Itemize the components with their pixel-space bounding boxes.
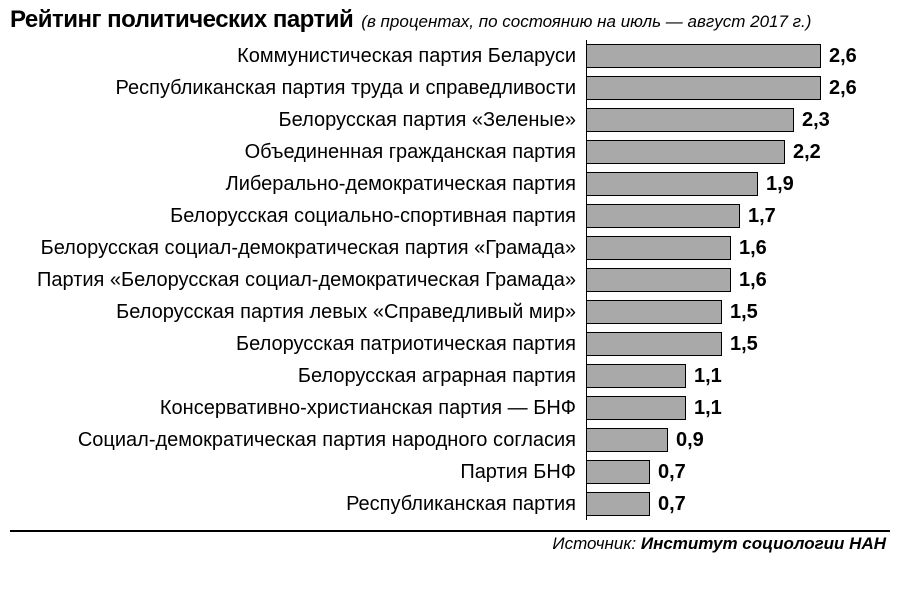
bar-value: 0,7 — [658, 461, 686, 484]
bar-label: Консервативно-христианская партия — БНФ — [10, 397, 586, 420]
bar-value: 0,9 — [676, 429, 704, 452]
bar-lane: 2,6 — [586, 72, 886, 104]
bar-label: Социал-демократическая партия народного … — [10, 429, 586, 452]
bar-lane: 0,7 — [586, 488, 886, 520]
bar-value: 1,5 — [730, 333, 758, 356]
bar — [587, 364, 686, 388]
bar-value: 2,3 — [802, 109, 830, 132]
bar-lane: 1,7 — [586, 200, 886, 232]
chart-row: Объединенная гражданская партия 2,2 — [10, 136, 890, 168]
chart-header: Рейтинг политических партий (в процентах… — [10, 6, 890, 34]
chart-row: Республиканская партия 0,7 — [10, 488, 890, 520]
bar-value: 1,6 — [739, 237, 767, 260]
chart-row: Консервативно-христианская партия — БНФ 1… — [10, 392, 890, 424]
bar-value: 2,6 — [829, 77, 857, 100]
bar-lane: 1,1 — [586, 392, 886, 424]
bar-lane: 1,6 — [586, 264, 886, 296]
bar-lane: 0,7 — [586, 456, 886, 488]
bar-label: Коммунистическая партия Беларуси — [10, 45, 586, 68]
bar-value: 2,6 — [829, 45, 857, 68]
bar-chart: Коммунистическая партия Беларуси 2,6 Респу… — [10, 40, 890, 520]
bar-label: Партия «Белорусская социал-демократическ… — [10, 269, 586, 292]
bar-value: 1,6 — [739, 269, 767, 292]
bar-label: Белорусская социал-демократическая парти… — [10, 237, 586, 260]
bar-label: Белорусская партия левых «Справедливый м… — [10, 301, 586, 324]
bar-label: Белорусская аграрная партия — [10, 365, 586, 388]
bar — [587, 172, 758, 196]
bar — [587, 76, 821, 100]
bar — [587, 268, 731, 292]
chart-row: Либерально-демократическая партия 1,9 — [10, 168, 890, 200]
bar-lane: 1,6 — [586, 232, 886, 264]
bar-label: Белорусская социально-спортивная партия — [10, 205, 586, 228]
chart-row: Белорусская социал-демократическая парти… — [10, 232, 890, 264]
chart-row: Белорусская партия «Зеленые» 2,3 — [10, 104, 890, 136]
bar-label: Республиканская партия — [10, 493, 586, 516]
chart-title: Рейтинг политических партий — [10, 6, 353, 34]
bar-value: 1,7 — [748, 205, 776, 228]
bar-label: Белорусская патриотическая партия — [10, 333, 586, 356]
chart-row: Социал-демократическая партия народного … — [10, 424, 890, 456]
bar-label: Либерально-демократическая партия — [10, 173, 586, 196]
chart-subtitle: (в процентах, по состоянию на июль — авг… — [361, 12, 811, 32]
bar-label: Белорусская партия «Зеленые» — [10, 109, 586, 132]
chart-row: Коммунистическая партия Беларуси 2,6 — [10, 40, 890, 72]
bar-lane: 2,2 — [586, 136, 886, 168]
bar — [587, 300, 722, 324]
bar — [587, 460, 650, 484]
bar-lane: 2,3 — [586, 104, 886, 136]
bar — [587, 428, 668, 452]
bar — [587, 396, 686, 420]
bar-lane: 1,9 — [586, 168, 886, 200]
bar-value: 1,1 — [694, 365, 722, 388]
chart-row: Белорусская партия левых «Справедливый м… — [10, 296, 890, 328]
chart-container: Рейтинг политических партий (в процентах… — [0, 0, 900, 590]
chart-row: Белорусская социально-спортивная партия 1… — [10, 200, 890, 232]
bar — [587, 44, 821, 68]
bar-label: Республиканская партия труда и справедли… — [10, 77, 586, 100]
bar — [587, 140, 785, 164]
source-label: Источник: — [552, 534, 636, 553]
bar-value: 1,1 — [694, 397, 722, 420]
bar-value: 0,7 — [658, 493, 686, 516]
bar-label: Объединенная гражданская партия — [10, 141, 586, 164]
bar-lane: 2,6 — [586, 40, 886, 72]
bar-lane: 1,1 — [586, 360, 886, 392]
bar — [587, 236, 731, 260]
bar-value: 1,5 — [730, 301, 758, 324]
source-footer: Источник: Институт социологии НАН — [552, 534, 886, 554]
bar-label: Партия БНФ — [10, 461, 586, 484]
chart-row: Белорусская аграрная партия 1,1 — [10, 360, 890, 392]
bar-lane: 0,9 — [586, 424, 886, 456]
divider — [10, 530, 890, 532]
bar-value: 1,9 — [766, 173, 794, 196]
bar-value: 2,2 — [793, 141, 821, 164]
bar-lane: 1,5 — [586, 328, 886, 360]
bar — [587, 332, 722, 356]
chart-row: Партия БНФ 0,7 — [10, 456, 890, 488]
chart-row: Белорусская патриотическая партия 1,5 — [10, 328, 890, 360]
bar — [587, 108, 794, 132]
bar — [587, 204, 740, 228]
chart-row: Республиканская партия труда и справедли… — [10, 72, 890, 104]
bar-lane: 1,5 — [586, 296, 886, 328]
source-org: Институт социологии НАН — [641, 534, 886, 553]
chart-row: Партия «Белорусская социал-демократическ… — [10, 264, 890, 296]
bar — [587, 492, 650, 516]
